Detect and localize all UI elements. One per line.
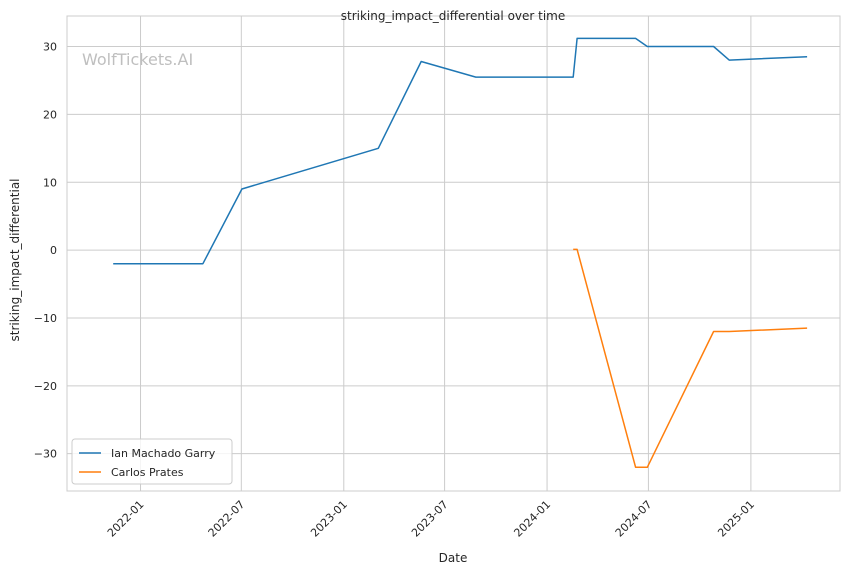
x-tick-label: 2022-07 bbox=[206, 498, 248, 540]
x-tick-label: 2025-01 bbox=[715, 498, 757, 540]
plot-frame bbox=[66, 15, 841, 492]
y-tick-label: −20 bbox=[34, 380, 57, 393]
legend: Ian Machado Garry Carlos Prates bbox=[71, 438, 233, 485]
x-tick-label: 2023-07 bbox=[409, 498, 451, 540]
y-tick-label: 10 bbox=[43, 176, 57, 189]
series-line-carlos-prates bbox=[573, 248, 808, 469]
x-tick-label: 2022-01 bbox=[105, 498, 147, 540]
x-tick-label: 2024-01 bbox=[511, 498, 553, 540]
y-tick-label: 30 bbox=[43, 41, 57, 54]
y-tick-label: −30 bbox=[34, 448, 57, 461]
x-tick-label: 2024-07 bbox=[613, 498, 655, 540]
watermark: WolfTickets.AI bbox=[82, 50, 193, 69]
y-axis-label: striking_impact_differential bbox=[8, 178, 22, 341]
x-axis-label: Date bbox=[439, 551, 468, 565]
grid bbox=[67, 16, 840, 491]
series-line-ian-machado-garry bbox=[113, 37, 808, 265]
legend-label-ian-machado-garry: Ian Machado Garry bbox=[111, 447, 216, 460]
y-tick-label: 0 bbox=[50, 244, 57, 257]
y-tick-labels: 30 20 10 0 −10 −20 −30 bbox=[34, 41, 57, 461]
legend-label-carlos-prates: Carlos Prates bbox=[111, 466, 184, 479]
legend-box bbox=[71, 438, 233, 485]
x-tick-labels: 2022-01 2022-07 2023-01 2023-07 2024-01 2024-… bbox=[105, 498, 757, 540]
x-tick-label: 2023-01 bbox=[308, 498, 350, 540]
y-tick-label: −10 bbox=[34, 312, 57, 325]
series-lines bbox=[113, 37, 808, 469]
chart-title: striking_impact_differential over time bbox=[341, 9, 566, 23]
y-tick-label: 20 bbox=[43, 108, 57, 121]
